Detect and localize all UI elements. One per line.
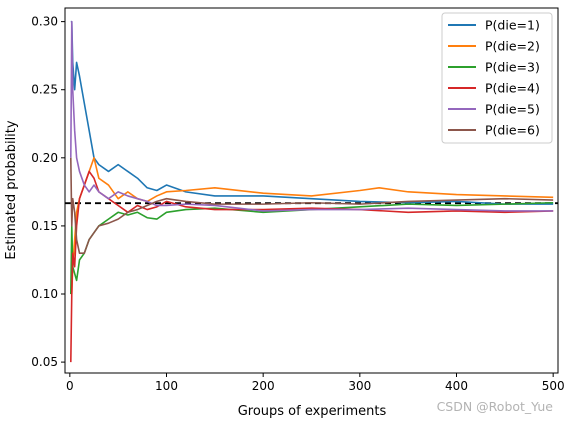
legend-label-die-1: P(die=1) (485, 18, 540, 33)
series-line-die-2 (70, 157, 554, 295)
y-axis-ticks: 0.05 0.10 0.15 0.20 0.25 0.30 (31, 15, 65, 369)
y-axis-label: Estimated probability (4, 120, 19, 259)
legend: P(die=1) P(die=2) P(die=3) P(die=4) P(die=5)… (441, 12, 553, 144)
legend-label-die-4: P(die=4) (485, 81, 540, 96)
y-tick-label: 0.25 (31, 83, 58, 97)
series-line-die-5 (70, 20, 554, 212)
series-line-die-6 (70, 157, 554, 254)
x-axis-label: Groups of experiments (238, 404, 387, 419)
legend-label-die-5: P(die=5) (485, 102, 540, 117)
series-lines (70, 20, 554, 363)
x-tick-label: 200 (252, 379, 275, 393)
x-tick-label: 500 (542, 379, 565, 393)
plot-frame (64, 7, 559, 374)
series-line-die-3 (70, 201, 554, 295)
x-axis-ticks: 0 100 200 300 400 500 (66, 373, 565, 393)
series-line-die-1 (70, 20, 554, 205)
watermark: CSDN @Robot_Yue (436, 399, 553, 414)
y-tick-label: 0.20 (31, 151, 58, 165)
x-tick-label: 300 (348, 379, 371, 393)
x-tick-label: 0 (66, 379, 74, 393)
x-tick-label: 400 (445, 379, 468, 393)
y-tick-label: 0.15 (31, 219, 58, 233)
x-tick-label: 100 (155, 379, 178, 393)
y-tick-label: 0.30 (31, 15, 58, 29)
legend-label-die-3: P(die=3) (485, 60, 540, 75)
legend-label-die-2: P(die=2) (485, 39, 540, 54)
y-tick-label: 0.05 (31, 355, 58, 369)
legend-label-die-6: P(die=6) (485, 123, 540, 138)
y-tick-label: 0.10 (31, 287, 58, 301)
